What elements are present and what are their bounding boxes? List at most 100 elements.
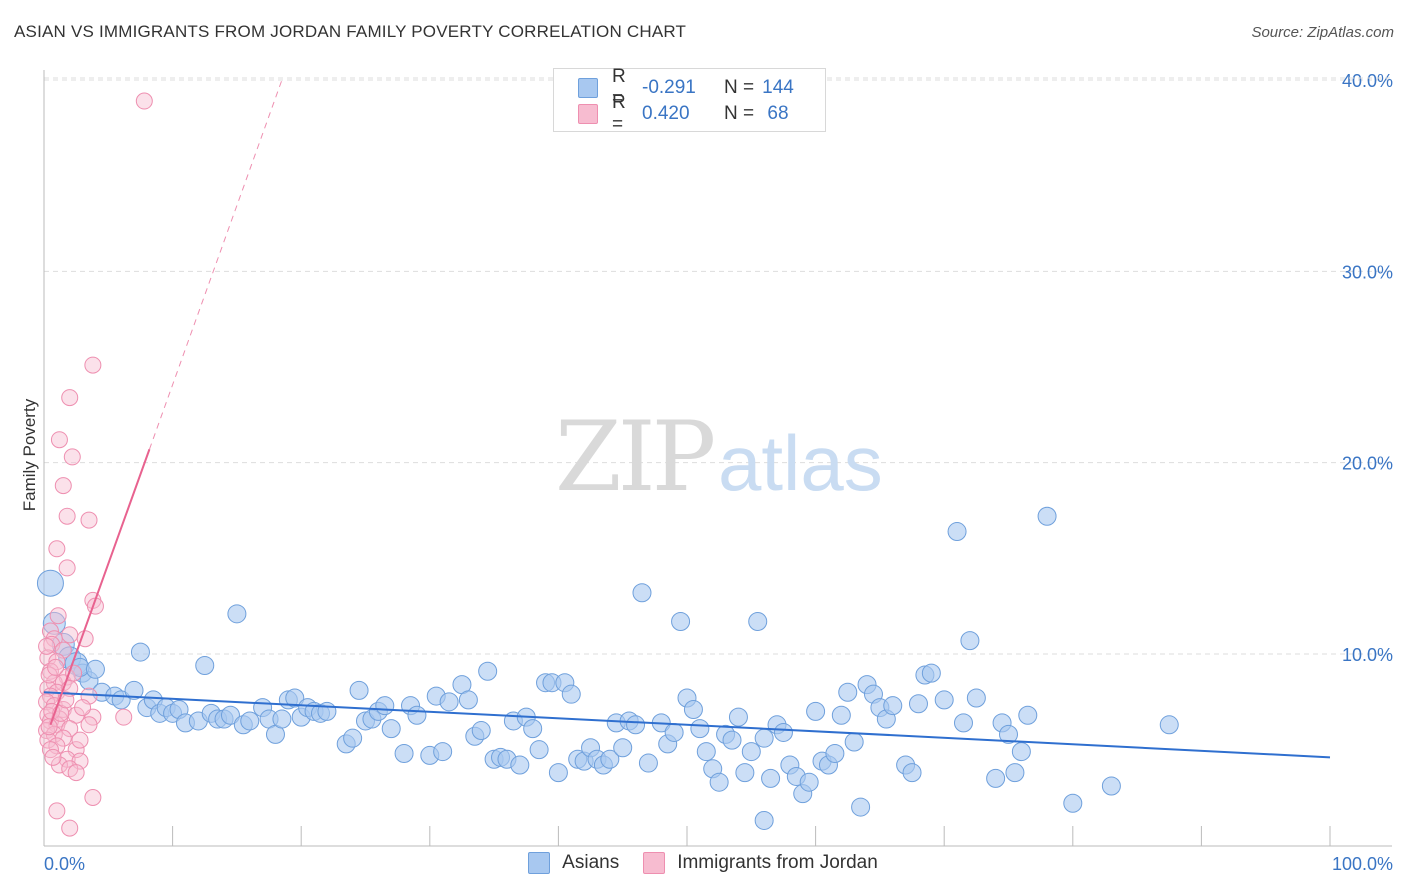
jordan-point [61, 720, 79, 738]
jordan-point [40, 718, 58, 736]
asian-point [349, 680, 369, 700]
legend-item-asians: Asians [528, 852, 619, 874]
jordan-point [135, 92, 153, 110]
asian-point [600, 749, 620, 769]
asian-point [908, 694, 928, 714]
jordan-point [38, 693, 56, 711]
asian-point [375, 696, 395, 716]
asian-point [613, 738, 633, 758]
asian-point [523, 719, 543, 739]
asian-point [953, 713, 973, 733]
jordan-point [48, 802, 66, 820]
jordan-point [47, 658, 65, 676]
asian-point [529, 740, 549, 760]
legend-r-value: 0.420 [642, 103, 690, 124]
asian-point [671, 611, 691, 631]
jordan-point [80, 716, 98, 734]
asian-point [220, 705, 240, 725]
jordan-point [54, 477, 72, 495]
asian-point [728, 707, 748, 727]
jordan-point [67, 764, 85, 782]
asian-point [638, 753, 658, 773]
jordan-trend-line [49, 448, 151, 726]
x-tick-label: 0.0% [44, 854, 85, 874]
jordan-point [48, 653, 66, 671]
legend-swatch-jordan [578, 104, 598, 124]
asian-point [999, 724, 1018, 744]
asian-point [510, 755, 530, 775]
jordan-point [61, 389, 79, 407]
asian-point [561, 684, 581, 704]
asian-point [343, 728, 363, 748]
legend-r-label: R = [612, 66, 626, 109]
chart-title: ASIAN VS IMMIGRANTS FROM JORDAN FAMILY P… [14, 22, 687, 41]
jordan-point [74, 699, 92, 717]
watermark-zip: ZIP [555, 401, 714, 513]
asian-point [130, 642, 150, 662]
jordan-point [71, 731, 89, 749]
asian-point [709, 772, 729, 792]
y-tick-label: 40.0% [1342, 71, 1393, 91]
asian-point [626, 715, 646, 735]
asian-trend-line [43, 691, 1331, 759]
asian-point [799, 772, 819, 792]
legend-row-asians: R = -0.291 N = 144 [578, 66, 798, 109]
asian-point [285, 688, 305, 708]
asian-point [1011, 742, 1031, 762]
asian-point [748, 611, 768, 631]
legend-n-label: N = [724, 103, 755, 124]
watermark-atlas: atlas [718, 419, 883, 507]
asian-point [683, 699, 703, 719]
asian-point [838, 682, 858, 702]
asian-point [36, 569, 64, 597]
asian-point [690, 719, 710, 739]
correlation-legend: R = -0.291 N = 144 R = 0.420 N = 68 [553, 66, 826, 135]
legend-row-jordan: R = 0.420 N = 68 [578, 92, 798, 135]
asian-point [394, 743, 414, 763]
legend-r-label: R = [612, 92, 626, 135]
jordan-point [80, 511, 98, 529]
asian-point [124, 680, 144, 700]
asian-point [381, 719, 401, 739]
asian-point [471, 721, 491, 741]
asian-point [934, 690, 954, 710]
jordan-point [49, 607, 67, 625]
jordan-point [84, 789, 102, 806]
asian-point [883, 696, 903, 716]
asian-point [902, 763, 922, 783]
asian-point [966, 688, 986, 708]
series-legend: Asians Immigrants from Jordan [0, 852, 1406, 874]
asian-point [478, 661, 498, 681]
y-tick-label: 10.0% [1342, 645, 1393, 665]
asian-point [240, 711, 260, 731]
jordan-point [50, 431, 68, 449]
asian-point [1159, 715, 1179, 735]
asian-point [1037, 506, 1057, 526]
asian-point [433, 742, 453, 762]
asian-point [773, 722, 793, 742]
asian-point [407, 705, 427, 725]
jordan-point [38, 637, 56, 655]
asian-point [844, 732, 864, 752]
jordan-point [115, 708, 133, 726]
asian-point [825, 743, 845, 763]
jordan-point [61, 819, 79, 837]
jordan-point [39, 731, 57, 749]
x-tick-label: 100.0% [1332, 854, 1393, 874]
asian-point [1101, 776, 1121, 796]
legend-label-asians: Asians [562, 852, 620, 873]
jordan-point [58, 507, 76, 525]
y-tick-label: 20.0% [1342, 454, 1393, 474]
legend-r-value: -0.291 [642, 77, 696, 98]
asian-point [1018, 705, 1038, 725]
legend-swatch-jordan [643, 852, 666, 874]
jordan-trend-extension [148, 79, 283, 450]
asian-point [696, 742, 716, 762]
asian-point [1005, 763, 1025, 783]
asian-point [85, 659, 105, 679]
legend-n-value: 68 [767, 103, 789, 124]
asian-point [831, 705, 851, 725]
jordan-point [84, 356, 102, 374]
asian-point [754, 810, 774, 830]
